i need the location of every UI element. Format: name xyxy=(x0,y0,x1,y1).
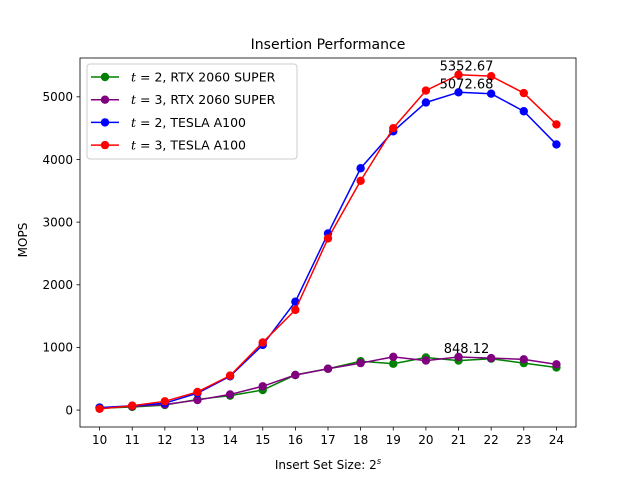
x-tick-label: 21 xyxy=(451,433,466,447)
x-tick-label: 14 xyxy=(222,433,237,447)
data-point xyxy=(356,164,365,173)
x-axis-label-base: Insert Set Size: 2 xyxy=(275,458,377,472)
series-group xyxy=(95,70,561,414)
y-tick-label: 3000 xyxy=(42,215,73,229)
legend-label-text: = 2, RTX 2060 SUPER xyxy=(136,70,276,85)
y-tick-label: 0 xyxy=(65,403,73,417)
x-tick-label: 23 xyxy=(516,433,531,447)
data-point xyxy=(552,140,561,149)
legend-entry: t = 3, RTX 2060 SUPER xyxy=(91,92,276,107)
legend-entry: t = 2, TESLA A100 xyxy=(91,115,246,130)
x-tick-label: 20 xyxy=(418,433,433,447)
value-annotation: 848.12 xyxy=(444,342,490,357)
legend-marker xyxy=(100,118,110,127)
data-point xyxy=(193,395,202,405)
x-tick-label: 11 xyxy=(125,433,140,447)
legend-label-text: = 2, TESLA A100 xyxy=(136,115,246,130)
x-tick-label: 24 xyxy=(549,433,564,447)
data-point xyxy=(193,387,202,397)
legend-label: t = 3, TESLA A100 xyxy=(131,138,246,153)
data-point xyxy=(486,71,496,81)
data-point xyxy=(225,371,235,380)
data-point xyxy=(258,338,267,347)
data-point xyxy=(552,120,561,129)
x-tick-label: 10 xyxy=(92,433,107,447)
data-point xyxy=(258,382,267,391)
data-point xyxy=(160,397,170,406)
y-tick-label: 1000 xyxy=(42,341,73,355)
legend-box xyxy=(86,63,298,160)
data-point xyxy=(323,364,333,373)
data-point xyxy=(454,88,463,97)
legend-label-text: = 3, RTX 2060 SUPER xyxy=(136,92,276,107)
data-point xyxy=(486,89,496,98)
data-point xyxy=(225,390,235,399)
data-point xyxy=(552,360,561,369)
data-point xyxy=(454,70,463,79)
x-tick-label: 22 xyxy=(484,433,499,447)
data-point xyxy=(291,305,300,315)
data-point xyxy=(128,401,137,410)
data-point xyxy=(356,176,365,185)
x-tick-label: 15 xyxy=(255,433,270,447)
chart-title: Insertion Performance xyxy=(251,37,406,53)
data-point xyxy=(389,359,398,368)
data-point xyxy=(519,88,528,98)
legend-marker xyxy=(100,140,110,150)
data-point xyxy=(323,234,333,243)
data-point xyxy=(291,370,300,380)
x-tick-label: 13 xyxy=(190,433,205,447)
data-point xyxy=(389,123,398,133)
series-3 xyxy=(95,70,561,414)
data-point xyxy=(454,352,463,362)
x-tick-label: 19 xyxy=(386,433,401,447)
y-tick-label: 5000 xyxy=(42,90,73,104)
legend-label-variable: t xyxy=(131,115,137,130)
data-point xyxy=(356,358,365,368)
data-point xyxy=(519,107,528,116)
legend-marker xyxy=(100,95,110,104)
data-point xyxy=(519,355,528,364)
annotations: 5352.67 5072.68 848.12 xyxy=(440,60,494,357)
x-tick-label: 17 xyxy=(320,433,335,447)
value-annotation: 5352.67 xyxy=(440,60,494,75)
legend-label-text: = 3, TESLA A100 xyxy=(136,138,246,153)
data-point xyxy=(421,86,431,95)
y-axis-label: MOPS xyxy=(16,223,30,258)
legend-label-variable: t xyxy=(131,138,137,153)
x-tick-label: 18 xyxy=(353,433,368,447)
data-point xyxy=(421,356,431,365)
y-tick-label: 2000 xyxy=(42,278,73,292)
x-axis-label-superscript: s xyxy=(377,457,382,467)
legend-marker xyxy=(100,72,110,82)
data-point xyxy=(389,352,398,362)
legend-label: t = 2, TESLA A100 xyxy=(131,115,246,130)
legend-label: t = 3, RTX 2060 SUPER xyxy=(131,92,276,107)
y-tick-label: 4000 xyxy=(42,153,73,167)
x-axis-label: Insert Set Size: 2s xyxy=(275,457,382,472)
axes: 10 11 12 13 14 15 16 17 18 19 20 21 22 23 24 0 1000 2000 3… xyxy=(42,57,577,447)
data-point xyxy=(95,404,104,414)
legend-label-variable: t xyxy=(131,70,137,85)
legend-label: t = 2, RTX 2060 SUPER xyxy=(131,70,276,85)
data-point xyxy=(486,353,496,363)
x-tick-label: 12 xyxy=(157,433,172,447)
value-annotation: 5072.68 xyxy=(440,77,494,92)
data-point xyxy=(421,98,431,107)
legend-entry: t = 3, TESLA A100 xyxy=(91,138,246,153)
legend-label-variable: t xyxy=(131,92,137,107)
series-2 xyxy=(95,88,561,412)
legend-entry: t = 2, RTX 2060 SUPER xyxy=(91,70,276,85)
x-tick-label: 16 xyxy=(288,433,303,447)
